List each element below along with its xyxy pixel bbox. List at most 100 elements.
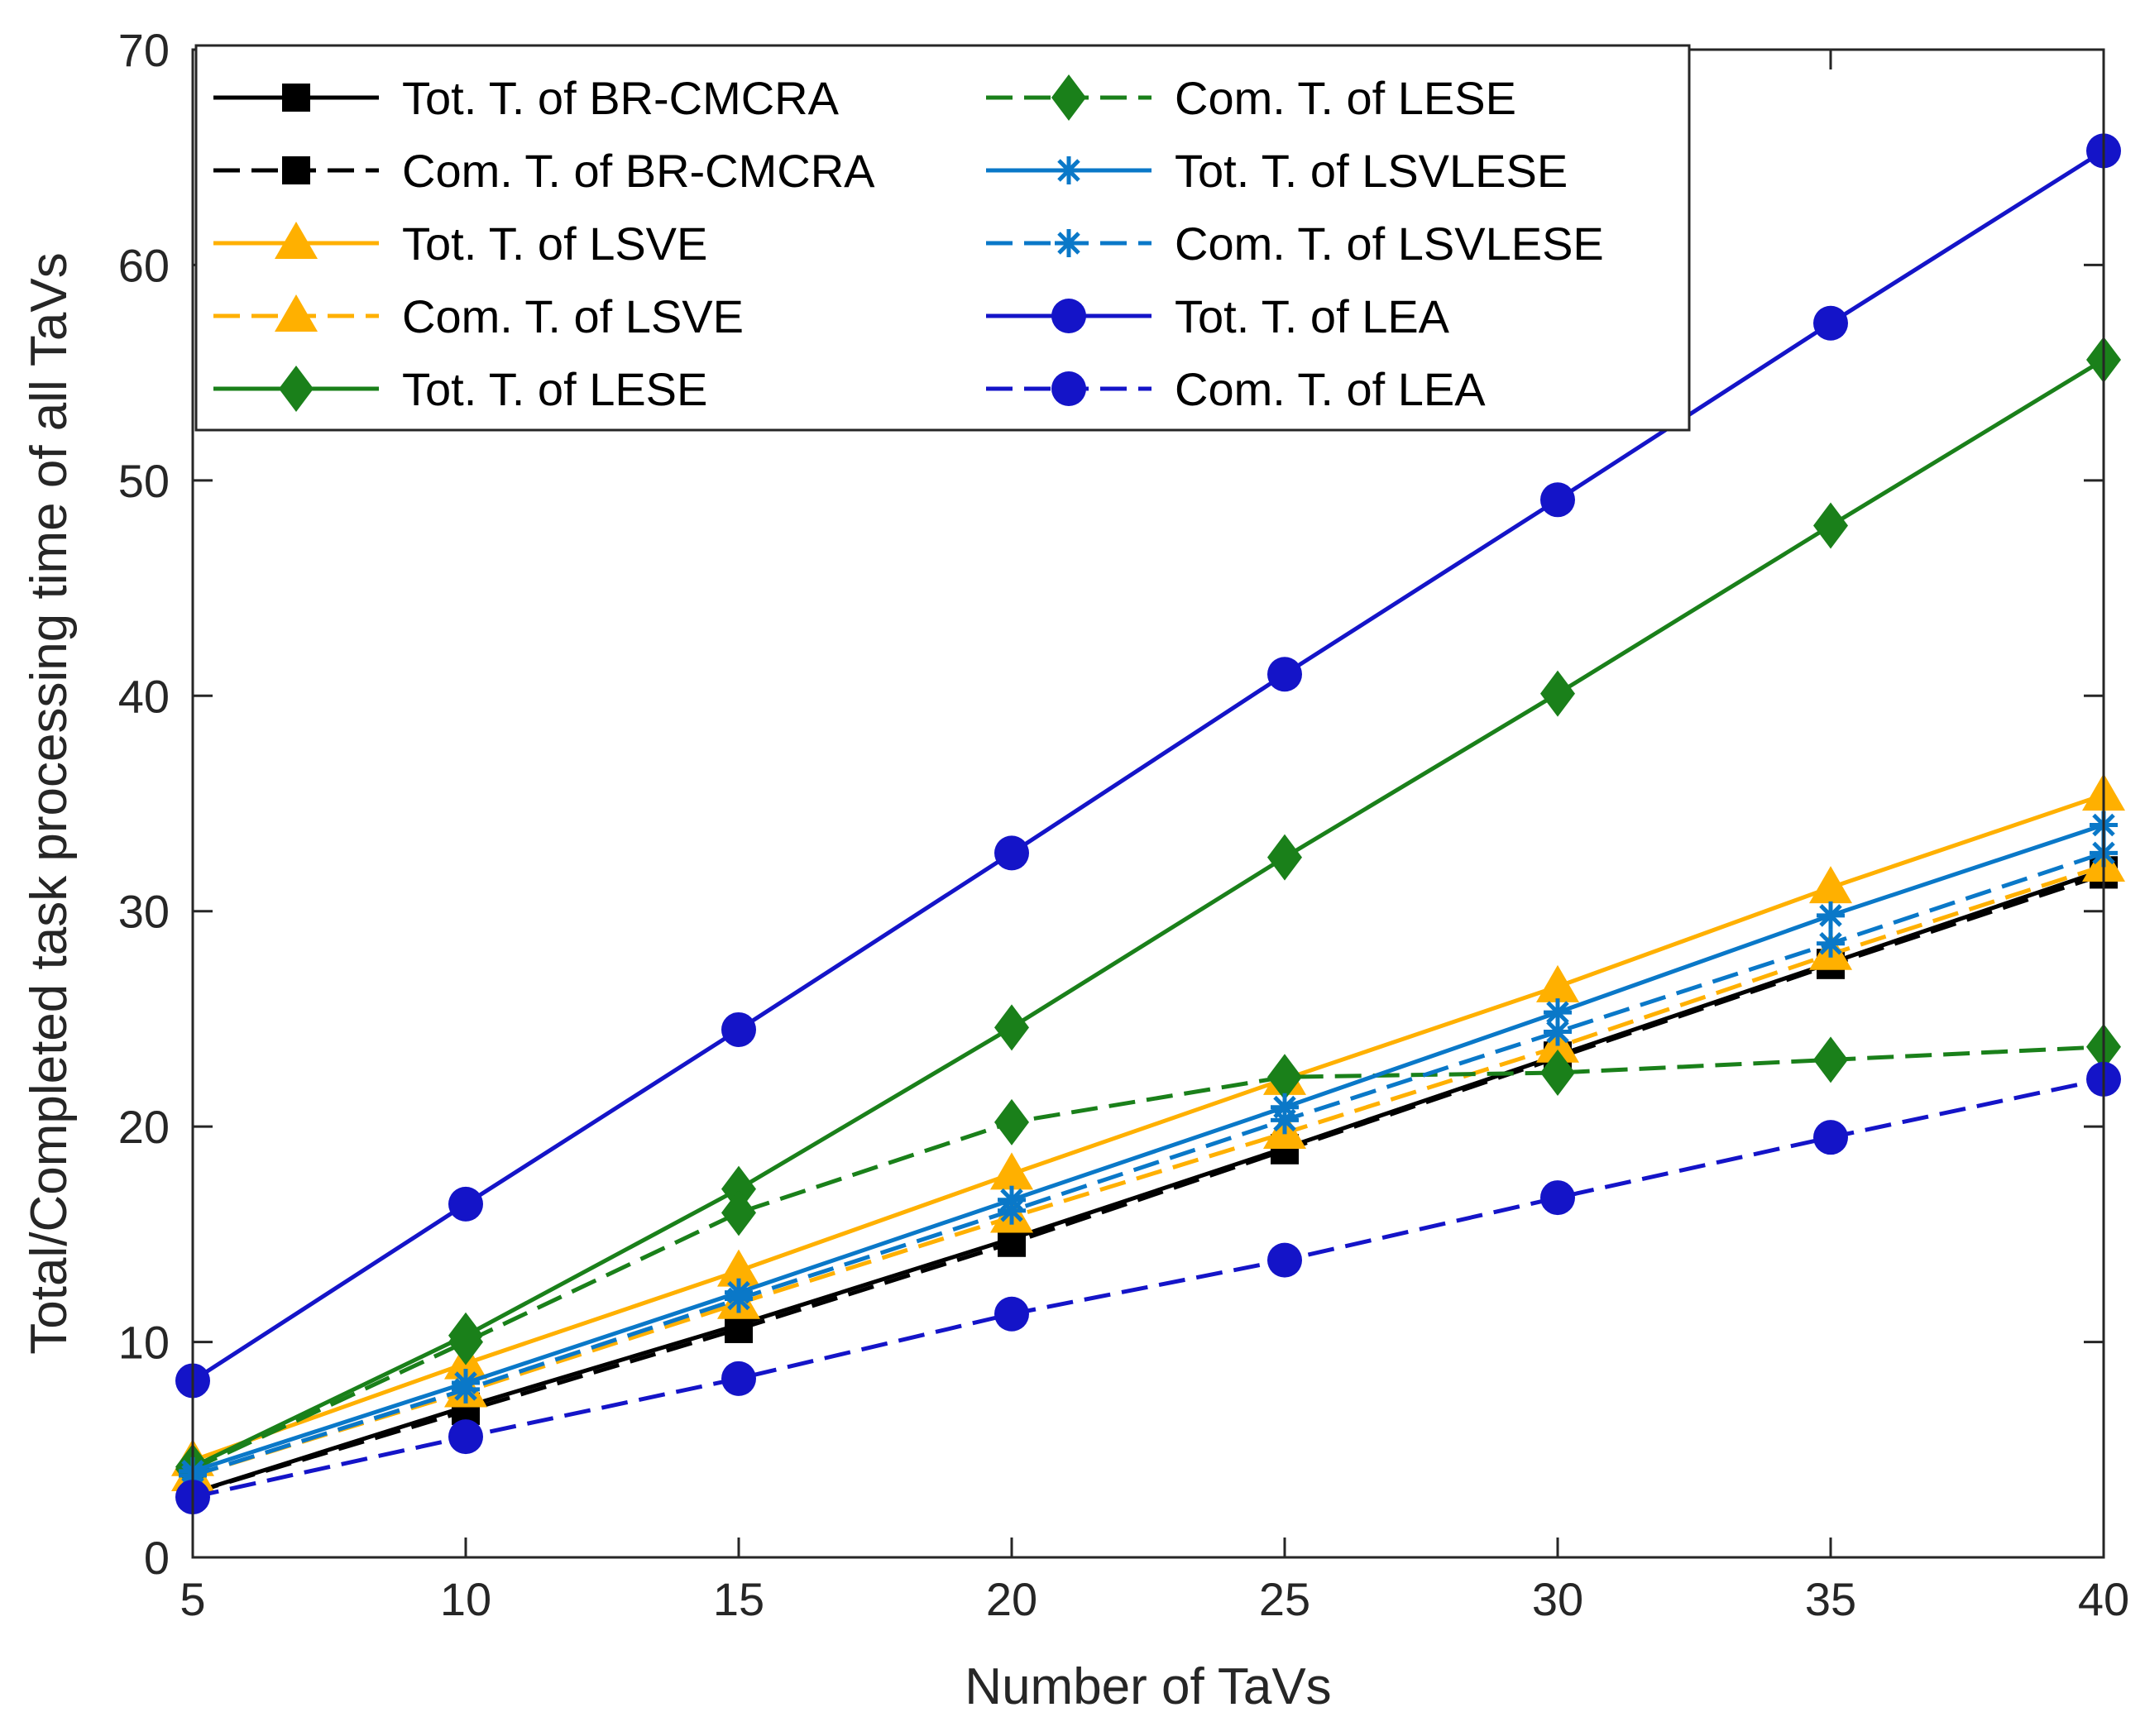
legend-item-2: Com. T. of BR-CMCRA	[213, 145, 875, 197]
y-tick-label-6: 50	[118, 455, 170, 507]
series-9-point-3	[721, 1011, 756, 1047]
series-5-point-5	[1267, 834, 1302, 881]
y-tick-label-4: 30	[118, 886, 170, 938]
series-line-3	[192, 792, 2104, 1463]
legend-label-4: Com. T. of LSVE	[402, 290, 744, 342]
legend-marker-8	[1055, 229, 1083, 257]
x-tick-label-3: 15	[713, 1573, 764, 1625]
series-8-point-5	[1271, 1106, 1299, 1135]
series-10-point-6	[1540, 1180, 1575, 1216]
series-5-point-3	[721, 1165, 756, 1212]
series-line-7	[192, 823, 2104, 1474]
series-3-point-4	[990, 1152, 1033, 1190]
series-3-point-7	[1809, 866, 1852, 904]
legend-marker-4	[275, 294, 318, 332]
series-3-point-6	[1536, 964, 1579, 1002]
legend-item-3: Tot. T. of LSVE	[213, 218, 707, 270]
series-10-point-5	[1267, 1242, 1302, 1278]
x-axis-title: Number of TaVs	[965, 1658, 1331, 1715]
legend-marker-2	[282, 156, 310, 184]
series-line-4	[192, 863, 2104, 1478]
y-tick-label-1: 0	[144, 1532, 170, 1584]
series-10	[175, 1061, 2121, 1515]
series-9-point-4	[994, 835, 1029, 871]
legend-label-3: Tot. T. of LSVE	[402, 218, 707, 270]
y-tick-label-5: 40	[118, 670, 170, 722]
series-5-point-7	[1813, 502, 1848, 549]
tick-layer: 5 10 15 20 25 30 35 40 0 10 20 30 40 50 60 70	[118, 24, 2129, 1625]
x-tick-label-6: 30	[1532, 1573, 1583, 1625]
series-5-point-4	[994, 1004, 1029, 1051]
series-9-point-7	[1813, 305, 1848, 341]
legend-label-7: Tot. T. of LSVLESE	[1175, 145, 1568, 197]
series-line-8	[192, 851, 2104, 1478]
series-6-point-7	[1813, 1036, 1848, 1083]
series-7-point-7	[1817, 901, 1845, 930]
series-8-point-4	[998, 1196, 1026, 1225]
series-8-point-6	[1544, 1017, 1572, 1046]
y-axis-title: Total/Completed task processing time of …	[21, 252, 78, 1355]
series-5-point-6	[1540, 670, 1575, 717]
legend-item-4: Com. T. of LSVE	[213, 290, 744, 342]
y-tick-label-8: 70	[118, 24, 170, 76]
series-9-point-2	[448, 1186, 483, 1222]
series-9-point-5	[1267, 657, 1302, 692]
legend: Tot. T. of BR-CMCRA Com. T. of BR-CMCRA To…	[194, 44, 1691, 432]
series-line-1	[192, 868, 2104, 1495]
series-layer	[171, 133, 2125, 1515]
legend-marker-6	[1051, 74, 1086, 121]
legend-box	[194, 44, 1691, 432]
series-6-point-3	[721, 1189, 756, 1236]
series-9	[175, 133, 2121, 1399]
series-6-point-6	[1540, 1050, 1575, 1097]
legend-label-1: Tot. T. of BR-CMCRA	[402, 72, 840, 124]
x-tick-label-1: 5	[180, 1573, 205, 1625]
legend-label-5: Tot. T. of LESE	[402, 363, 707, 415]
legend-item-8: Com. T. of LSVLESE	[986, 218, 1604, 270]
series-10-point-4	[994, 1296, 1029, 1332]
series-9-point-6	[1540, 482, 1575, 518]
x-tick-label-8: 40	[2078, 1573, 2129, 1625]
series-line-9	[191, 149, 2105, 1383]
legend-label-10: Com. T. of LEA	[1175, 363, 1486, 415]
series-2-point-4	[998, 1228, 1026, 1257]
x-tick-label-7: 35	[1805, 1573, 1856, 1625]
series-8-point-3	[725, 1284, 753, 1313]
legend-marker-5	[279, 366, 314, 412]
x-tick-label-5: 25	[1259, 1573, 1310, 1625]
legend-item-9: Tot. T. of LEA	[986, 290, 1450, 342]
series-6-point-4	[994, 1098, 1029, 1145]
series-2-point-3	[725, 1314, 753, 1343]
legend-item-7: Tot. T. of LSVLESE	[986, 145, 1568, 197]
series-line-6	[191, 1045, 2104, 1471]
legend-label-6: Com. T. of LESE	[1175, 72, 1516, 124]
series-3-point-3	[717, 1249, 760, 1287]
series-line-10	[192, 1077, 2104, 1499]
series-8-point-2	[452, 1375, 480, 1404]
series-8	[179, 839, 2118, 1490]
series-6-point-5	[1267, 1054, 1302, 1101]
series-10-point-7	[1813, 1120, 1848, 1155]
y-tick-label-2: 10	[118, 1317, 170, 1369]
y-tick-label-3: 20	[118, 1101, 170, 1153]
legend-item-6: Com. T. of LESE	[986, 72, 1516, 124]
legend-marker-10	[1051, 371, 1086, 406]
x-tick-label-4: 20	[986, 1573, 1037, 1625]
series-6-point-2	[448, 1318, 483, 1365]
legend-marker-1	[282, 84, 310, 112]
legend-label-9: Tot. T. of LEA	[1175, 290, 1450, 342]
legend-label-2: Com. T. of BR-CMCRA	[402, 145, 875, 197]
legend-item-10: Com. T. of LEA	[986, 363, 1486, 415]
series-line-5	[191, 357, 2105, 1469]
series-10-point-3	[721, 1361, 756, 1396]
y-tick-label-7: 60	[118, 239, 170, 291]
series-10-point-2	[448, 1419, 483, 1455]
legend-marker-9	[1051, 299, 1086, 333]
series-line-2	[192, 873, 2104, 1495]
series-8-point-7	[1817, 929, 1845, 958]
legend-marker-3	[275, 222, 318, 259]
legend-marker-7	[1055, 156, 1083, 184]
x-tick-label-2: 10	[440, 1573, 491, 1625]
legend-item-1: Tot. T. of BR-CMCRA	[213, 72, 840, 124]
